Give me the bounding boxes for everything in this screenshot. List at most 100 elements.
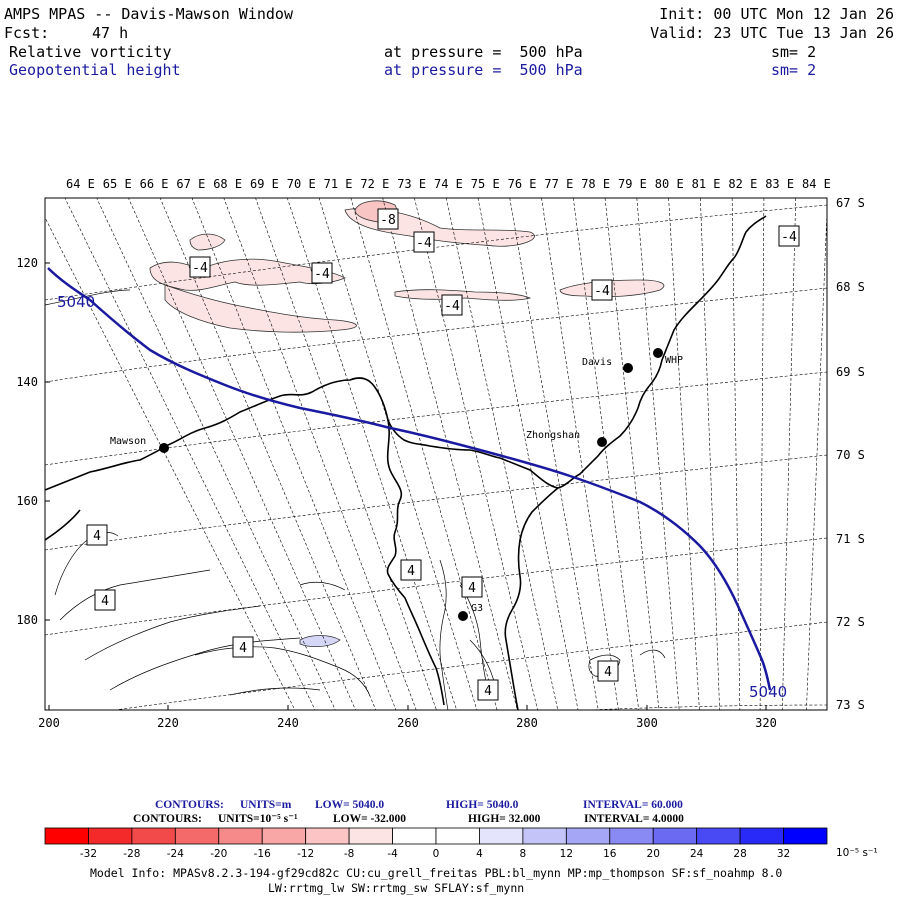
vorticity-contour-label: -4 <box>781 230 797 245</box>
x-label-220: 220 <box>157 716 179 730</box>
height-units: UNITS=m <box>240 799 292 811</box>
longitude-label: 82 E <box>728 177 757 191</box>
positive-vorticity-label-box: 4 <box>597 660 619 682</box>
colorbar-tick-label: -32 <box>80 848 97 860</box>
colorbar-swatch <box>435 827 480 845</box>
positive-vorticity-label-box: 4 <box>477 679 499 701</box>
colorbar-tick-label: 20 <box>647 848 660 860</box>
vorticity-contour-label: 4 <box>604 665 612 680</box>
vorticity-contour-label: -4 <box>416 236 432 251</box>
height-label-west: 5040 <box>57 293 95 311</box>
field2-smooth: sm= 2 <box>771 61 817 79</box>
colorbar-tick-label: -4 <box>387 848 398 860</box>
colorbar-swatch <box>522 827 567 845</box>
x-label-240: 240 <box>277 716 299 730</box>
colorbar <box>44 827 828 845</box>
x-label-280: 280 <box>516 716 538 730</box>
forecast-label: Fcst: <box>4 24 50 42</box>
longitude-label: 74 E <box>434 177 463 191</box>
y-label-140: 140 <box>16 375 38 389</box>
station-label-davis: Davis <box>582 357 612 368</box>
longitude-label: 72 E <box>360 177 389 191</box>
longitude-label: 69 E <box>250 177 279 191</box>
model-info-line2: LW:rrtmg_lw SW:rrtmg_sw SFLAY:sf_mynn <box>268 881 524 895</box>
negative-vorticity-label-box: -4 <box>441 294 463 316</box>
negative-vorticity-label-box: -4 <box>413 231 435 253</box>
vorticity-contour-label: -4 <box>594 284 610 299</box>
longitude-label: 83 E <box>765 177 794 191</box>
longitude-label: 78 E <box>581 177 610 191</box>
longitude-label: 66 E <box>140 177 169 191</box>
colorbar-tick-label: 8 <box>520 848 527 860</box>
vorticity-contour-label: 4 <box>239 641 247 656</box>
geopotential-height-contour <box>47 267 772 691</box>
positive-vorticity-label-box: 4 <box>400 559 422 581</box>
vorticity-contour-label: 4 <box>407 564 415 579</box>
positive-vorticity-fill <box>299 635 341 648</box>
negative-vorticity-label-box: -8 <box>377 208 399 230</box>
davis-station-marker <box>623 363 633 373</box>
colorbar-tick-label: 12 <box>560 848 573 860</box>
init-time: Init: 00 UTC Mon 12 Jan 26 <box>659 5 894 23</box>
colorbar-tick-label: -12 <box>297 848 314 860</box>
negative-vorticity-label-box: -4 <box>189 256 211 278</box>
vorticity-contour-label: -4 <box>192 261 208 276</box>
mawson-station-marker <box>159 443 169 453</box>
longitude-label: 65 E <box>103 177 132 191</box>
colorbar-tick-label: 32 <box>777 848 790 860</box>
lat-label-69s: 69 S <box>836 365 865 379</box>
vort-contours-label: CONTOURS: <box>133 813 202 825</box>
plot-frame <box>44 197 828 711</box>
colorbar-swatch <box>609 827 654 845</box>
vorticity-contour-label: -4 <box>314 267 330 282</box>
y-label-160: 160 <box>16 494 38 508</box>
positive-vorticity-contours <box>45 289 666 710</box>
longitude-label: 79 E <box>618 177 647 191</box>
field1-level: at pressure = 500 hPa <box>384 43 583 61</box>
height-low: LOW= 5040.0 <box>315 799 384 811</box>
coastline <box>45 215 767 710</box>
colorbar-tick-label: 28 <box>733 848 746 860</box>
vorticity-contour-label: 4 <box>101 594 109 609</box>
x-label-300: 300 <box>636 716 658 730</box>
vorticity-contour-label: -8 <box>380 213 396 228</box>
colorbar-swatch <box>261 827 307 845</box>
model-info-line1: Model Info: MPASv8.2.3-194-gf29cd82c CU:… <box>90 866 782 880</box>
x-label-200: 200 <box>38 716 60 730</box>
vorticity-contour-label: 4 <box>468 581 476 596</box>
vorticity-contour-label: 4 <box>93 529 101 544</box>
longitude-label: 71 E <box>324 177 353 191</box>
height-contours-label: CONTOURS: <box>155 799 224 811</box>
colorbar-swatch <box>44 827 89 845</box>
colorbar-tick-label: -20 <box>210 848 227 860</box>
lat-label-68s: 68 S <box>836 280 865 294</box>
colorbar-unit: 10⁻⁵ s⁻¹ <box>836 847 878 859</box>
colorbar-swatch <box>131 827 176 845</box>
field2-level: at pressure = 500 hPa <box>384 61 583 79</box>
y-label-180: 180 <box>16 613 38 627</box>
axis-ticks <box>45 262 767 710</box>
colorbar-swatch <box>479 827 524 845</box>
longitude-label: 64 E <box>66 177 95 191</box>
graticule <box>45 198 827 710</box>
vorticity-contour-label: -4 <box>444 299 460 314</box>
longitude-label: 68 E <box>213 177 242 191</box>
longitude-label: 81 E <box>692 177 721 191</box>
station-label-whp: WHP <box>665 355 683 366</box>
colorbar-tick-label: -8 <box>344 848 354 860</box>
positive-vorticity-label-box: 4 <box>232 636 254 658</box>
lat-label-67s: 67 S <box>836 196 865 210</box>
longitude-label: 84 E <box>802 177 831 191</box>
colorbar-tick-label: -16 <box>254 848 271 860</box>
field2-name: Geopotential height <box>9 61 181 79</box>
lat-label-71s: 71 S <box>836 532 865 546</box>
negative-vorticity-fill <box>149 200 665 333</box>
colorbar-swatch <box>305 827 350 845</box>
lat-label-73s: 73 S <box>836 698 865 712</box>
colorbar-swatch <box>565 827 611 845</box>
whp-station-marker <box>653 348 663 358</box>
vorticity-contour-label: 4 <box>484 684 492 699</box>
map-title: AMPS MPAS -- Davis-Mawson Window <box>4 5 293 23</box>
longitude-label: 77 E <box>544 177 573 191</box>
